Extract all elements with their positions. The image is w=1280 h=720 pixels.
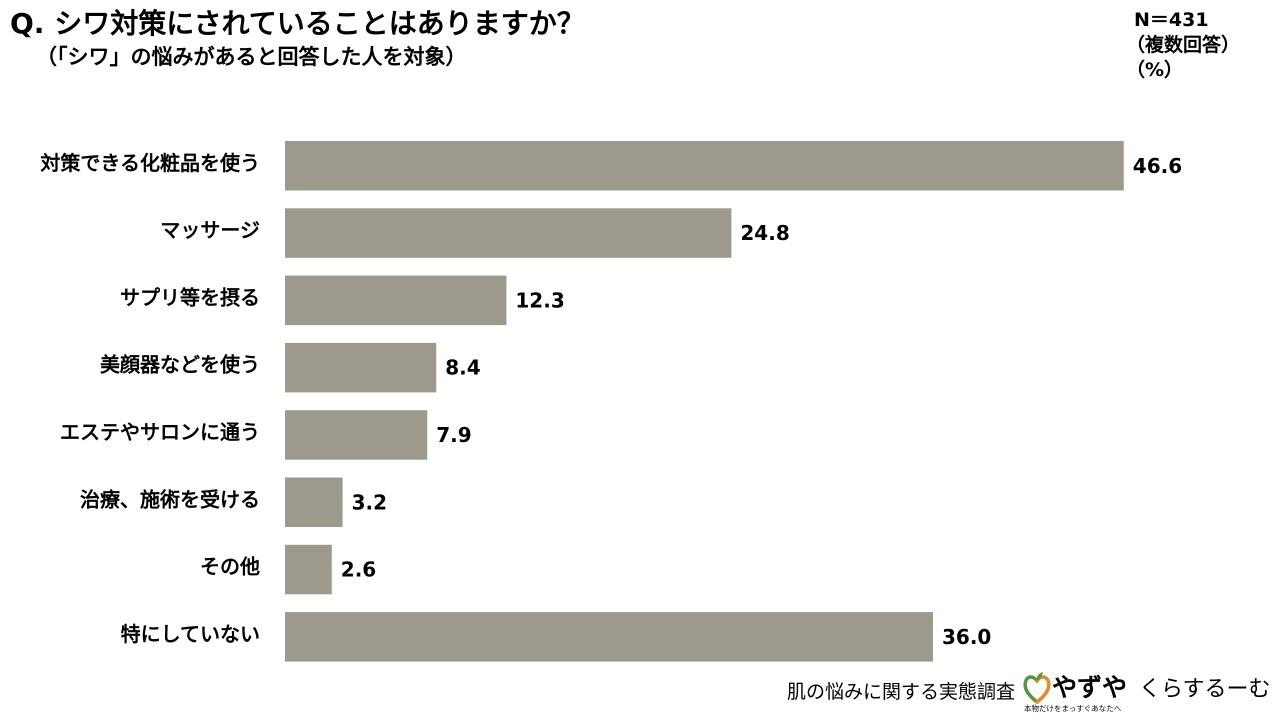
value-label: 24.8 [740, 221, 789, 245]
bar [285, 275, 507, 326]
value-label: 7.9 [436, 423, 471, 447]
value-label: 46.6 [1133, 154, 1182, 178]
category-label: サプリ等を摂る [120, 285, 260, 309]
category-label: 対策できる化粧品を使う [39, 151, 260, 175]
category-label: マッサージ [160, 218, 260, 242]
bar-row: サプリ等を摂る 12.3 [120, 275, 565, 326]
bar [285, 141, 1124, 191]
survey-name: 肌の悩みに関する実態調査 [787, 681, 1016, 703]
value-label: 2.6 [341, 558, 376, 582]
answer-type-note: （複数回答） [1126, 34, 1241, 56]
chart-title: Q. シワ対策にされていることはありますか？ [10, 7, 585, 40]
heart-right-stroke [1035, 675, 1051, 704]
bar [285, 342, 437, 393]
bar-row: 美顔器などを使う 8.4 [100, 342, 481, 393]
sample-size: N＝431 [1134, 9, 1209, 31]
leaf-icon [1036, 672, 1043, 681]
value-label: 36.0 [942, 625, 991, 649]
bar [285, 544, 332, 595]
brand-logo-tagline: 本物だけをまっすぐあなたへ [1024, 704, 1122, 713]
bar-row: 対策できる化粧品を使う 46.6 [39, 141, 1182, 191]
heart-icon [1023, 672, 1051, 704]
bar-row: その他 2.6 [200, 544, 376, 595]
bar [285, 477, 343, 527]
bar-row: エステやサロンに通う 7.9 [60, 410, 472, 460]
value-label: 8.4 [445, 356, 480, 380]
chart-subtitle: （「シワ」の悩みがあると回答した人を対象） [36, 45, 467, 69]
site-logo: くらするーむ [1139, 677, 1271, 702]
category-label: 美顔器などを使う [100, 353, 260, 377]
value-label: 3.2 [352, 490, 387, 514]
unit-label: （%） [1126, 59, 1184, 81]
heart-left-stroke [1023, 675, 1039, 704]
category-label: エステやサロンに通う [60, 420, 260, 444]
bar-row: 特にしていない 36.0 [121, 612, 991, 662]
brand-logo-name: やずや [1052, 673, 1128, 702]
bar [285, 410, 428, 460]
bar [285, 208, 732, 258]
category-label: 特にしていない [121, 622, 260, 646]
bar-row: 治療、施術を受ける 3.2 [80, 477, 387, 527]
value-label: 12.3 [515, 288, 564, 312]
bar-chart: 対策できる化粧品を使う 46.6 マッサージ 24.8 サプリ等を摂る 12.3 美顔器など… [39, 141, 1182, 662]
category-label: その他 [200, 555, 260, 579]
bar [285, 612, 933, 662]
category-label: 治療、施術を受ける [80, 487, 260, 511]
bar-row: マッサージ 24.8 [160, 208, 790, 258]
